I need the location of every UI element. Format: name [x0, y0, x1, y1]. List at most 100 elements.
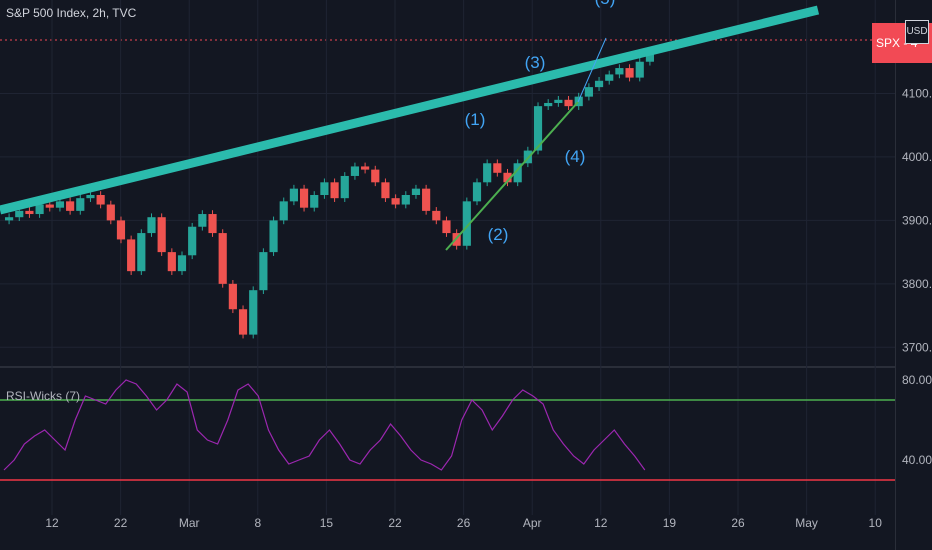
- candle: [167, 252, 176, 272]
- rsi-line: [3, 379, 646, 471]
- candle: [228, 283, 237, 310]
- candle: [615, 68, 624, 75]
- support-trendline: [445, 101, 579, 251]
- price-badge-symbol: SPX: [876, 36, 901, 50]
- candle: [544, 102, 553, 107]
- rsi-tick-label: 40.00: [902, 453, 932, 467]
- candle: [76, 198, 85, 211]
- currency-badge[interactable]: USD: [905, 20, 929, 44]
- candle: [645, 52, 654, 62]
- candle: [116, 220, 126, 240]
- candle: [310, 195, 319, 208]
- candle: [55, 201, 65, 208]
- x-tick-label: Mar: [179, 516, 200, 530]
- candle: [584, 87, 593, 97]
- wave-label: (5): [595, 0, 616, 8]
- candle: [371, 169, 380, 183]
- candle: [503, 172, 512, 183]
- candle: [15, 210, 24, 218]
- candle: [66, 201, 75, 211]
- wave-annotations: (1) (2) (3) (4) (5): [465, 0, 616, 244]
- candle: [5, 217, 14, 221]
- y-tick-label: 3800.0: [902, 277, 932, 291]
- candle: [381, 182, 390, 199]
- candle: [472, 182, 482, 202]
- candle: [96, 195, 105, 205]
- candle: [106, 204, 115, 221]
- candle: [533, 106, 543, 151]
- candle: [299, 188, 309, 208]
- upper-trendline: [0, 5, 820, 215]
- wave-label: (1): [465, 110, 486, 129]
- wave-label: (4): [565, 147, 586, 166]
- axes: 4100.0 4000.0 3900.0 3800.0 3700.0 80.00 40.00…: [45, 86, 932, 530]
- grid: [0, 0, 896, 550]
- candle: [422, 188, 431, 211]
- candle: [177, 255, 187, 272]
- candle: [554, 99, 563, 103]
- x-tick-label: 26: [457, 516, 471, 530]
- x-tick-label: 22: [388, 516, 402, 530]
- candle: [35, 204, 44, 215]
- candle: [259, 252, 268, 291]
- x-tick-label: 12: [45, 516, 59, 530]
- rsi-pane: [0, 379, 895, 481]
- candle: [635, 61, 644, 78]
- candle: [147, 217, 156, 234]
- candle: [605, 74, 614, 81]
- candle: [289, 188, 298, 202]
- candle: [127, 239, 136, 272]
- x-tick-label: Apr: [523, 516, 542, 530]
- y-tick-label: 3900.0: [902, 213, 932, 227]
- candle: [238, 309, 248, 335]
- candle: [218, 233, 227, 284]
- candle: [330, 182, 339, 199]
- x-tick-label: May: [795, 516, 818, 530]
- candle: [208, 214, 217, 234]
- candle: [320, 182, 329, 195]
- candle: [411, 188, 421, 195]
- y-tick-label: 3700.0: [902, 340, 932, 354]
- candle: [279, 201, 288, 221]
- candles: [5, 48, 654, 339]
- candle: [564, 99, 573, 107]
- chart-title: S&P 500 Index, 2h, TVC: [6, 6, 137, 20]
- candle: [483, 163, 492, 183]
- candle: [188, 226, 197, 256]
- candle: [513, 163, 522, 183]
- candle: [45, 204, 54, 208]
- candle: [157, 217, 166, 253]
- axis-separator: [895, 0, 896, 550]
- candle: [249, 290, 258, 335]
- x-tick-label: 10: [869, 516, 883, 530]
- candle: [391, 198, 400, 205]
- trend-lines: [0, 5, 820, 251]
- candle: [462, 201, 471, 246]
- x-tick-label: 19: [663, 516, 677, 530]
- wave-label: (2): [488, 225, 509, 244]
- wave-line: [577, 37, 607, 103]
- x-tick-label: 12: [594, 516, 608, 530]
- candle: [361, 166, 370, 170]
- candle: [350, 166, 360, 176]
- candle: [340, 175, 349, 199]
- candle: [625, 68, 634, 78]
- candle: [493, 163, 502, 173]
- candle: [442, 220, 451, 234]
- y-tick-label: 4100.0: [902, 86, 932, 100]
- candle: [594, 80, 604, 88]
- x-tick-label: 26: [731, 516, 745, 530]
- candle: [137, 233, 146, 272]
- wave-label: (3): [525, 53, 546, 72]
- candle: [25, 210, 34, 215]
- y-tick-label: 4000.0: [902, 150, 932, 164]
- x-tick-label: 22: [114, 516, 128, 530]
- candle: [432, 210, 441, 221]
- candle: [86, 195, 95, 199]
- candle: [401, 195, 410, 205]
- candle: [198, 214, 207, 227]
- candle: [269, 220, 278, 253]
- x-tick-label: 15: [320, 516, 334, 530]
- pane-separator: [0, 366, 895, 368]
